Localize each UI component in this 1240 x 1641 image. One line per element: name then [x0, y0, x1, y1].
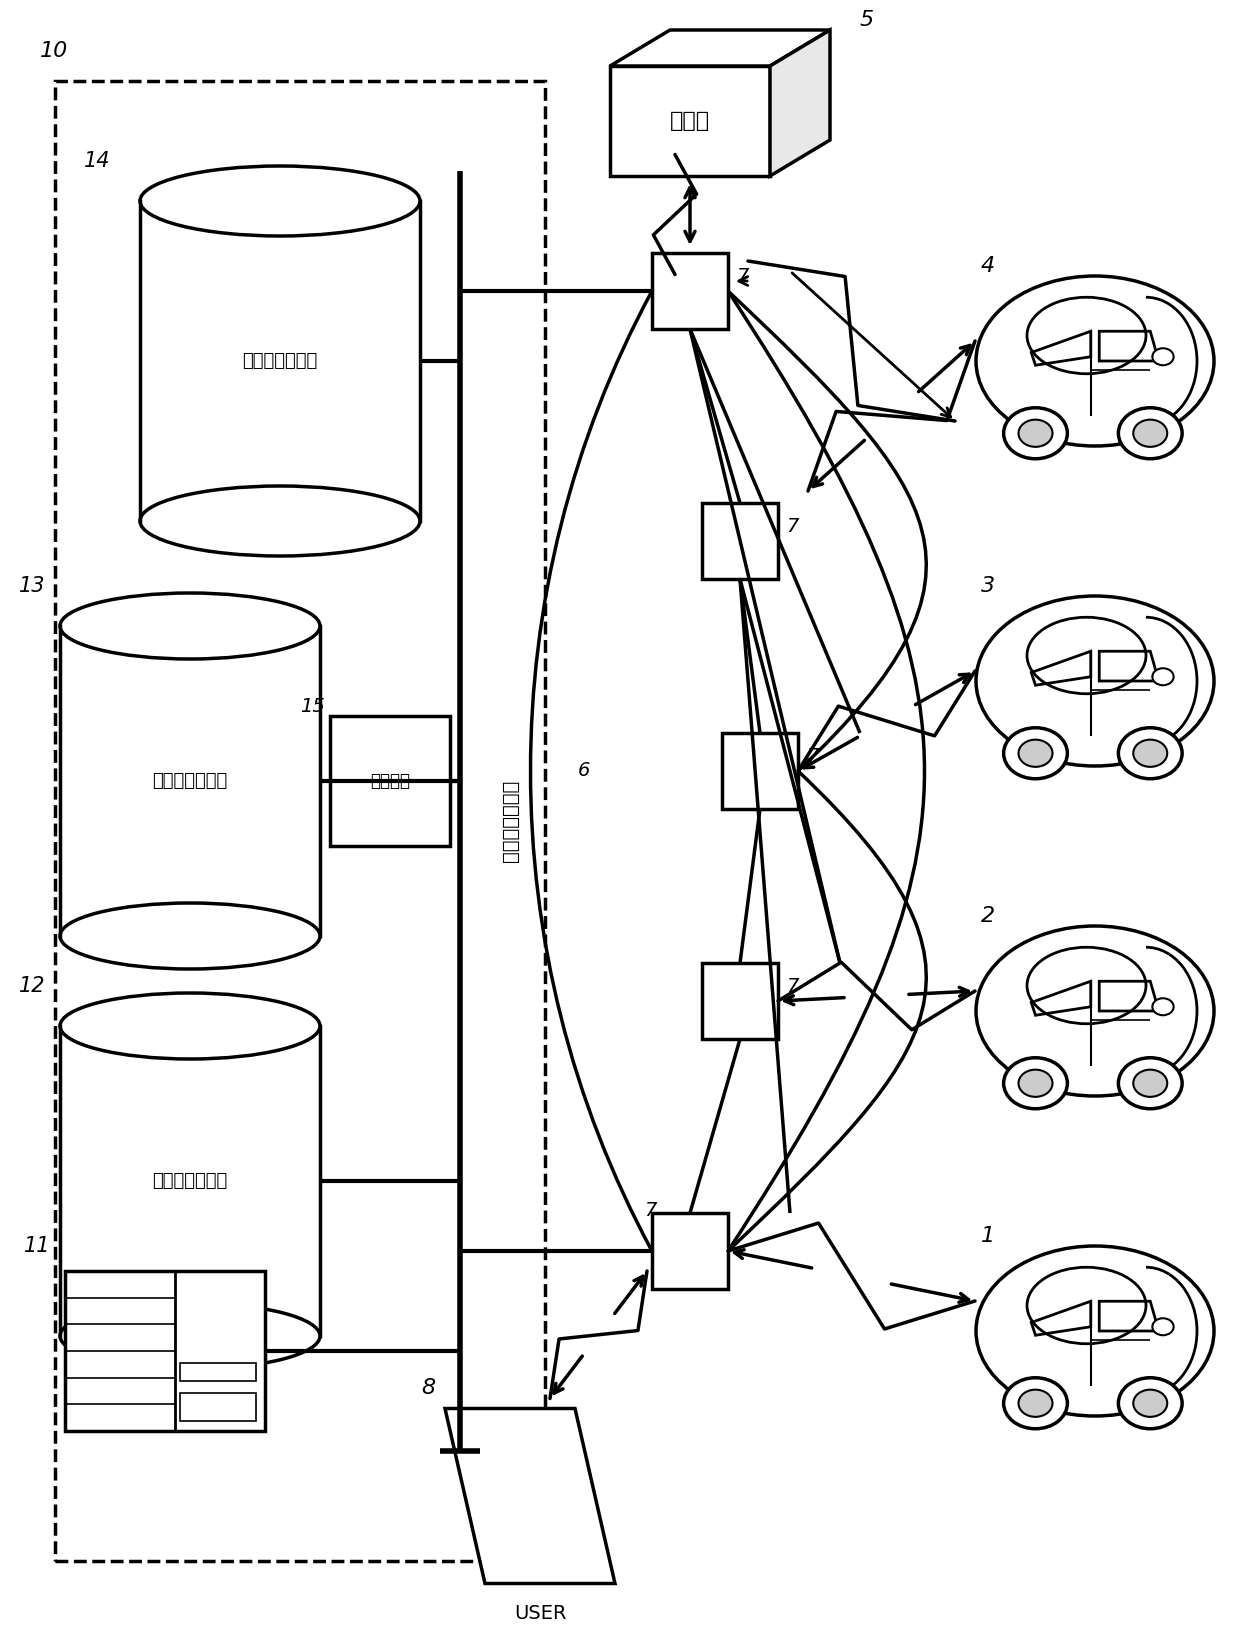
- Ellipse shape: [60, 1303, 320, 1369]
- Ellipse shape: [1118, 407, 1182, 459]
- Ellipse shape: [1133, 1390, 1167, 1416]
- Text: 2: 2: [981, 906, 994, 926]
- Bar: [610, 66, 770, 176]
- Ellipse shape: [140, 166, 420, 236]
- Text: 15: 15: [300, 696, 325, 715]
- Text: 7: 7: [786, 976, 799, 996]
- Text: 车辆信息数据库: 车辆信息数据库: [153, 771, 228, 789]
- Ellipse shape: [976, 1246, 1214, 1416]
- Ellipse shape: [60, 993, 320, 1058]
- Polygon shape: [610, 30, 830, 66]
- Ellipse shape: [976, 926, 1214, 1096]
- Ellipse shape: [1133, 740, 1167, 766]
- Ellipse shape: [1003, 1378, 1068, 1429]
- Text: 充电站: 充电站: [670, 112, 711, 131]
- Text: 4: 4: [981, 256, 994, 276]
- Ellipse shape: [60, 903, 320, 968]
- Text: 10: 10: [40, 41, 68, 61]
- Text: 通信装置: 通信装置: [370, 771, 410, 789]
- Text: 7: 7: [806, 747, 818, 765]
- Polygon shape: [770, 30, 830, 176]
- Text: 5: 5: [861, 10, 874, 30]
- Text: 11: 11: [24, 1236, 50, 1255]
- Text: 7: 7: [737, 266, 749, 286]
- Bar: [702, 504, 777, 579]
- Bar: [722, 734, 799, 809]
- Text: 充电信息数据库: 充电信息数据库: [242, 353, 317, 369]
- Ellipse shape: [1152, 998, 1173, 1016]
- Ellipse shape: [1152, 348, 1173, 366]
- Text: 12: 12: [19, 976, 45, 996]
- Ellipse shape: [1003, 407, 1068, 459]
- Text: 充电预约服务器: 充电预约服务器: [501, 779, 520, 862]
- Ellipse shape: [1152, 1318, 1173, 1336]
- Ellipse shape: [1027, 617, 1146, 694]
- Text: 8: 8: [420, 1378, 435, 1398]
- Ellipse shape: [1133, 1070, 1167, 1096]
- Bar: [652, 253, 728, 328]
- Text: 1: 1: [981, 1226, 994, 1246]
- Ellipse shape: [1133, 420, 1167, 446]
- Ellipse shape: [1018, 420, 1053, 446]
- Ellipse shape: [1027, 1267, 1146, 1344]
- Bar: [702, 963, 777, 1039]
- Ellipse shape: [1118, 1058, 1182, 1109]
- Bar: [64, 1272, 265, 1431]
- Ellipse shape: [1027, 297, 1146, 374]
- Ellipse shape: [1027, 947, 1146, 1024]
- Text: 7: 7: [644, 1201, 656, 1221]
- Text: USER: USER: [513, 1603, 567, 1623]
- Text: 7: 7: [786, 517, 799, 535]
- Bar: [60, 1026, 320, 1336]
- Ellipse shape: [976, 276, 1214, 446]
- Text: 13: 13: [19, 576, 45, 596]
- Ellipse shape: [1003, 1058, 1068, 1109]
- Ellipse shape: [1118, 727, 1182, 779]
- Ellipse shape: [1018, 1390, 1053, 1416]
- Ellipse shape: [1003, 727, 1068, 779]
- Bar: [180, 1364, 255, 1382]
- Text: 14: 14: [83, 151, 110, 171]
- Bar: [140, 200, 420, 520]
- Polygon shape: [445, 1408, 615, 1584]
- Text: 地图信息数据库: 地图信息数据库: [153, 1172, 228, 1190]
- Bar: [180, 1393, 255, 1421]
- Bar: [55, 80, 546, 1561]
- Ellipse shape: [976, 596, 1214, 766]
- Ellipse shape: [140, 486, 420, 556]
- Bar: [60, 625, 320, 935]
- Text: 6: 6: [578, 761, 590, 781]
- Ellipse shape: [1018, 740, 1053, 766]
- Text: 3: 3: [981, 576, 994, 596]
- Ellipse shape: [1018, 1070, 1053, 1096]
- Ellipse shape: [1118, 1378, 1182, 1429]
- Bar: [330, 715, 450, 847]
- Ellipse shape: [1152, 668, 1173, 686]
- Ellipse shape: [60, 592, 320, 660]
- Bar: [652, 1213, 728, 1288]
